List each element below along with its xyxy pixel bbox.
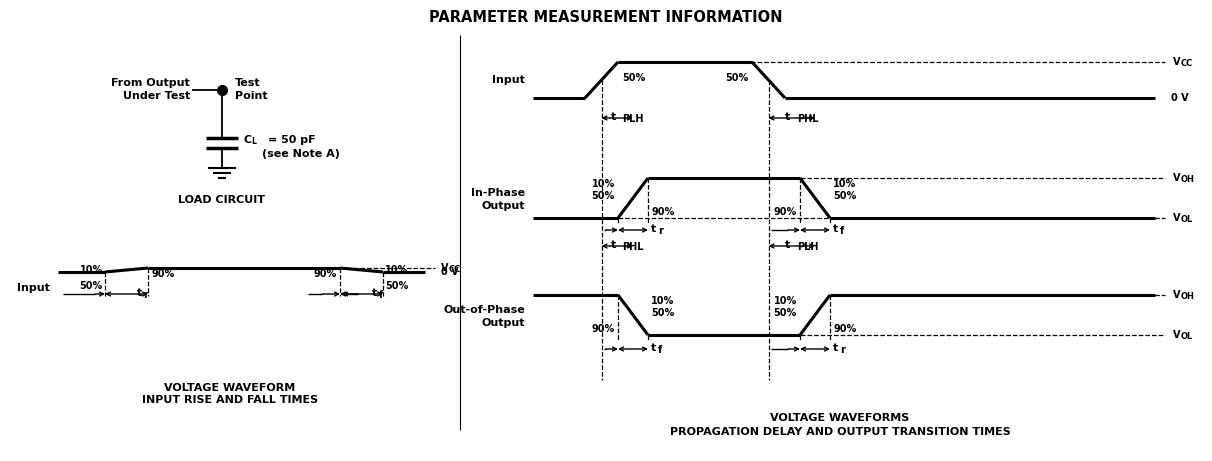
Text: 0 V: 0 V [441,267,458,277]
Text: t: t [611,112,616,122]
Text: 50%: 50% [651,308,674,318]
Text: 90%: 90% [773,207,797,217]
Text: V: V [1173,57,1180,67]
Text: t: t [785,112,790,122]
Text: V: V [1173,213,1180,223]
Text: 50%: 50% [833,191,856,201]
Text: Input: Input [17,283,50,293]
Text: PLH: PLH [622,114,644,124]
Text: Input: Input [492,75,525,85]
Text: 10%: 10% [833,179,856,189]
Text: CC: CC [448,265,462,273]
Text: Output: Output [481,201,525,211]
Text: 10%: 10% [651,296,674,306]
Text: 50%: 50% [591,191,614,201]
Text: 50%: 50% [622,73,645,83]
Text: = 50 pF: = 50 pF [268,135,315,145]
Text: OL: OL [1180,214,1194,224]
Text: V: V [1173,173,1180,183]
Text: t: t [651,343,656,353]
Text: t: t [372,288,377,298]
Text: 90%: 90% [591,324,614,334]
Text: OH: OH [1180,175,1195,183]
Text: PHL: PHL [796,114,818,124]
Text: 10%: 10% [80,265,103,275]
Text: r: r [143,290,148,300]
Text: Output: Output [481,318,525,328]
Text: PROPAGATION DELAY AND OUTPUT TRANSITION TIMES: PROPAGATION DELAY AND OUTPUT TRANSITION … [669,427,1011,437]
Text: From Output: From Output [112,78,190,88]
Text: t: t [651,224,656,234]
Text: 90%: 90% [833,324,856,334]
Text: 90%: 90% [152,269,175,279]
Text: r: r [840,345,845,355]
Text: OL: OL [1180,331,1194,341]
Text: OH: OH [1180,291,1195,301]
Text: V: V [1173,330,1180,340]
Text: LOAD CIRCUIT: LOAD CIRCUIT [178,195,265,205]
Text: t: t [833,224,839,234]
Text: 90%: 90% [651,207,674,217]
Text: Under Test: Under Test [122,91,190,101]
Text: V: V [441,263,448,273]
Text: VOLTAGE WAVEFORM: VOLTAGE WAVEFORM [165,383,296,393]
Text: 50%: 50% [385,281,408,291]
Text: INPUT RISE AND FALL TIMES: INPUT RISE AND FALL TIMES [142,395,318,405]
Text: CC: CC [1180,59,1194,67]
Text: t: t [137,288,142,298]
Text: PHL: PHL [622,242,644,252]
Text: PARAMETER MEASUREMENT INFORMATION: PARAMETER MEASUREMENT INFORMATION [429,11,783,25]
Text: 50%: 50% [773,308,797,318]
Text: Out-of-Phase: Out-of-Phase [444,305,525,315]
Text: t: t [611,240,616,250]
Text: r: r [658,226,663,236]
Text: f: f [840,226,845,236]
Text: 10%: 10% [591,179,614,189]
Text: 10%: 10% [773,296,797,306]
Text: V: V [1173,290,1180,300]
Text: (see Note A): (see Note A) [262,149,339,159]
Text: Test: Test [235,78,261,88]
Text: 10%: 10% [385,265,408,275]
Text: 50%: 50% [725,73,748,83]
Text: VOLTAGE WAVEFORMS: VOLTAGE WAVEFORMS [771,413,910,423]
Text: t: t [785,240,790,250]
Text: f: f [378,290,383,300]
Text: t: t [833,343,839,353]
Text: f: f [658,345,662,355]
Text: C$_\mathregular{L}$: C$_\mathregular{L}$ [242,133,258,147]
Text: 0 V: 0 V [1171,93,1189,103]
Text: Point: Point [235,91,268,101]
Text: 50%: 50% [80,281,103,291]
Text: PLH: PLH [796,242,818,252]
Text: In-Phase: In-Phase [471,188,525,198]
Text: 90%: 90% [314,269,337,279]
